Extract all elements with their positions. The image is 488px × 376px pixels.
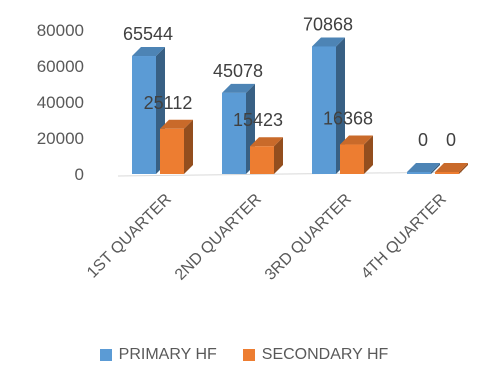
bar-top — [222, 83, 255, 93]
bar-side — [459, 163, 468, 174]
bar-secondary — [250, 137, 283, 174]
data-label: 0 — [446, 130, 456, 150]
legend-item-secondary: SECONDARY HF — [242, 346, 389, 364]
data-labels: 65544 25112 45078 15423 70868 16368 0 0 — [123, 14, 456, 150]
bar-side — [336, 37, 345, 175]
bar-front — [222, 92, 246, 174]
bar-front — [312, 46, 336, 174]
bar-top — [435, 163, 468, 172]
bar-top — [250, 137, 283, 147]
bar-side — [184, 119, 193, 174]
data-label: 0 — [418, 130, 428, 150]
floor-line — [117, 171, 463, 177]
legend-label-secondary: SECONDARY HF — [261, 346, 389, 363]
bars — [132, 37, 468, 175]
data-label: 70868 — [303, 14, 353, 34]
chart: 0 20000 40000 60000 80000 65544 25112 45078 154… — [37, 14, 468, 284]
y-tick-label: 0 — [75, 165, 84, 184]
bar-primary — [407, 163, 440, 174]
y-tick-label: 40000 — [37, 93, 84, 112]
bar-secondary — [435, 163, 468, 174]
bar-front — [435, 172, 459, 174]
y-tick-label: 80000 — [37, 21, 84, 40]
bar-top — [340, 135, 373, 145]
data-label: 45078 — [213, 61, 263, 81]
bar-side — [431, 163, 440, 174]
bar-side — [364, 135, 373, 174]
bar-primary — [312, 37, 345, 175]
x-tick-label: 1ST QUARTER — [84, 191, 175, 282]
y-axis: 0 20000 40000 60000 80000 — [37, 21, 463, 184]
data-label: 25112 — [144, 93, 193, 113]
data-label: 16368 — [323, 109, 373, 129]
y-tick-label: 20000 — [37, 129, 84, 148]
bar-primary — [132, 47, 165, 175]
bar-top — [407, 163, 440, 172]
x-tick-label: 3RD QUARTER — [262, 191, 355, 284]
bar-front — [250, 146, 274, 174]
legend-swatch-secondary — [242, 349, 255, 361]
x-tick-label: 4TH QUARTER — [358, 191, 450, 283]
bar-top — [132, 47, 165, 57]
bar-front — [160, 128, 184, 174]
bar-front — [340, 144, 364, 174]
bar-top — [312, 37, 345, 47]
data-label: 15423 — [233, 110, 283, 130]
legend-label-primary: PRIMARY HF — [118, 346, 217, 363]
bar-secondary — [340, 135, 373, 174]
bar-side — [274, 137, 283, 174]
x-tick-label: 2ND QUARTER — [172, 191, 265, 284]
data-label: 65544 — [123, 24, 173, 44]
bar-top — [160, 119, 193, 129]
bar-front — [407, 172, 431, 174]
legend: PRIMARY HF SECONDARY HF — [0, 346, 488, 364]
legend-swatch-primary — [99, 349, 112, 361]
bar-primary — [222, 83, 255, 174]
bar-front — [132, 56, 156, 175]
legend-item-primary: PRIMARY HF — [99, 346, 217, 364]
y-tick-label: 60000 — [37, 57, 84, 76]
bar-secondary — [160, 119, 193, 174]
